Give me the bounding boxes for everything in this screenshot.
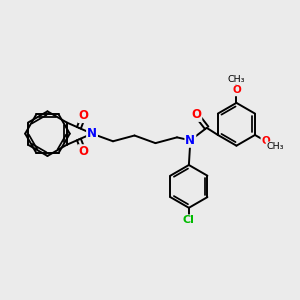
Text: O: O	[232, 85, 241, 95]
Text: N: N	[87, 127, 97, 140]
Text: O: O	[79, 109, 88, 122]
Text: N: N	[185, 134, 195, 147]
Text: O: O	[191, 108, 201, 121]
Text: CH₃: CH₃	[266, 142, 284, 151]
Text: CH₃: CH₃	[228, 75, 245, 84]
Text: O: O	[261, 136, 270, 146]
Text: Cl: Cl	[183, 215, 195, 225]
Text: O: O	[79, 145, 88, 158]
